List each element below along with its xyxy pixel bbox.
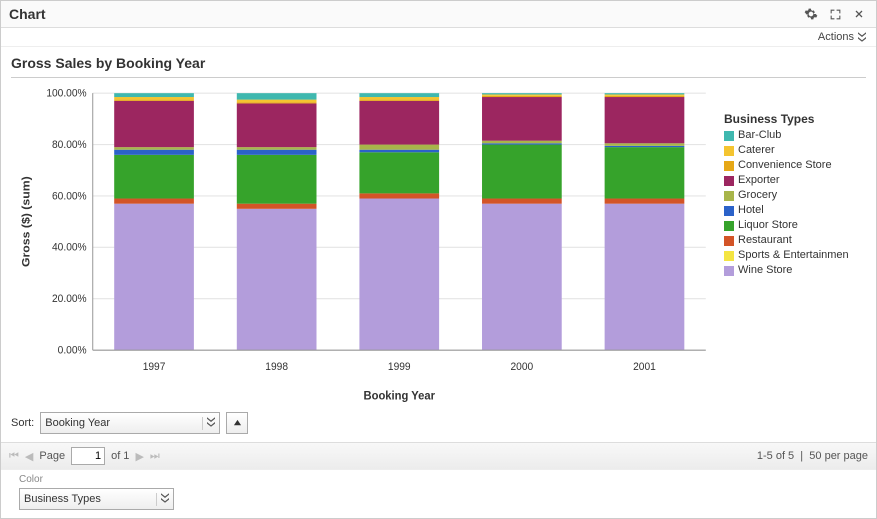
svg-text:0.00%: 0.00% xyxy=(58,344,87,357)
legend-item[interactable]: Restaurant xyxy=(724,233,866,248)
panel-title: Chart xyxy=(9,6,46,22)
svg-text:80.00%: 80.00% xyxy=(52,139,87,152)
legend-swatch xyxy=(724,176,734,186)
legend-label: Wine Store xyxy=(738,263,792,278)
legend-label: Liquor Store xyxy=(738,218,798,233)
legend-label: Hotel xyxy=(738,203,764,218)
color-label: Color xyxy=(19,474,868,485)
page-of: of 1 xyxy=(111,450,129,462)
next-page-button[interactable]: ▶ xyxy=(135,450,143,463)
expand-icon[interactable] xyxy=(826,5,844,23)
legend-swatch xyxy=(724,266,734,276)
first-page-button[interactable]: ⏮ xyxy=(9,450,19,463)
legend-item[interactable]: Bar-Club xyxy=(724,128,866,143)
sort-direction-button[interactable] xyxy=(226,412,248,434)
legend-label: Caterer xyxy=(738,143,775,158)
legend-item[interactable]: Convenience Store xyxy=(724,158,866,173)
sort-dropdown[interactable]: Booking Year xyxy=(40,412,220,434)
legend-item[interactable]: Hotel xyxy=(724,203,866,218)
last-page-button[interactable]: ⏭ xyxy=(150,450,160,463)
svg-text:100.00%: 100.00% xyxy=(46,87,87,100)
legend-swatch xyxy=(724,251,734,261)
pager-sep: | xyxy=(797,450,809,462)
chevron-down-icon xyxy=(202,417,215,430)
legend-item[interactable]: Exporter xyxy=(724,173,866,188)
chart-body: Gross Sales by Booking Year 0.00% 20.00% 4… xyxy=(1,47,876,442)
color-value: Business Types xyxy=(24,493,101,505)
legend-swatch xyxy=(724,236,734,246)
chart-panel: Chart Actions Gross Sales by Booking Yea… xyxy=(0,0,877,519)
svg-text:60.00%: 60.00% xyxy=(52,190,87,203)
actions-bar: Actions xyxy=(1,28,876,47)
actions-menu[interactable]: Actions xyxy=(818,31,866,43)
color-dropdown[interactable]: Business Types xyxy=(19,488,174,510)
legend-item[interactable]: Wine Store xyxy=(724,263,866,278)
pager-right: 1-5 of 5 | 50 per page xyxy=(757,450,868,462)
color-section: Color Business Types xyxy=(1,469,876,518)
svg-text:Gross ($) (sum): Gross ($) (sum) xyxy=(20,176,32,267)
legend-label: Convenience Store xyxy=(738,158,832,173)
legend: Business Types Bar-ClubCatererConvenienc… xyxy=(716,82,866,406)
svg-text:2001: 2001 xyxy=(633,361,656,374)
page-input[interactable] xyxy=(71,447,105,465)
legend-swatch xyxy=(724,221,734,231)
page-range: 1-5 of 5 xyxy=(757,450,794,462)
legend-swatch xyxy=(724,191,734,201)
panel-toolbar xyxy=(802,5,868,23)
legend-swatch xyxy=(724,206,734,216)
legend-label: Sports & Entertainmen xyxy=(738,248,849,263)
per-page: 50 per page xyxy=(809,450,868,462)
svg-text:Booking Year: Booking Year xyxy=(363,389,435,403)
sort-row: Sort: Booking Year xyxy=(11,406,866,440)
panel-header: Chart xyxy=(1,1,876,28)
prev-page-button[interactable]: ◀ xyxy=(25,450,33,463)
chart-title: Gross Sales by Booking Year xyxy=(11,53,866,78)
legend-item[interactable]: Grocery xyxy=(724,188,866,203)
legend-label: Exporter xyxy=(738,173,780,188)
pager: ⏮ ◀ Page of 1 ▶ ⏭ 1-5 of 5 | 50 per page xyxy=(1,442,876,469)
chart-wrap: 0.00% 20.00% 40.00% 60.00% 80.00% 100.00% 1997… xyxy=(11,82,866,406)
legend-item[interactable]: Sports & Entertainmen xyxy=(724,248,866,263)
svg-text:1998: 1998 xyxy=(265,361,288,374)
chart-plot: 0.00% 20.00% 40.00% 60.00% 80.00% 100.00% 1997… xyxy=(11,82,716,406)
legend-label: Bar-Club xyxy=(738,128,781,143)
svg-text:40.00%: 40.00% xyxy=(52,241,87,254)
close-icon[interactable] xyxy=(850,5,868,23)
actions-label: Actions xyxy=(818,31,854,43)
legend-item[interactable]: Liquor Store xyxy=(724,218,866,233)
chevron-down-icon xyxy=(156,493,169,506)
svg-text:2000: 2000 xyxy=(511,361,534,374)
svg-text:1999: 1999 xyxy=(388,361,411,374)
pager-left: ⏮ ◀ Page of 1 ▶ ⏭ xyxy=(9,447,160,465)
gear-icon[interactable] xyxy=(802,5,820,23)
page-label: Page xyxy=(39,450,65,462)
sort-label: Sort: xyxy=(11,417,34,429)
legend-title: Business Types xyxy=(724,112,866,126)
legend-swatch xyxy=(724,161,734,171)
legend-label: Restaurant xyxy=(738,233,792,248)
legend-label: Grocery xyxy=(738,188,777,203)
legend-swatch xyxy=(724,146,734,156)
svg-text:1997: 1997 xyxy=(143,361,166,374)
legend-item[interactable]: Caterer xyxy=(724,143,866,158)
svg-text:20.00%: 20.00% xyxy=(52,293,87,306)
sort-value: Booking Year xyxy=(45,417,110,429)
legend-swatch xyxy=(724,131,734,141)
